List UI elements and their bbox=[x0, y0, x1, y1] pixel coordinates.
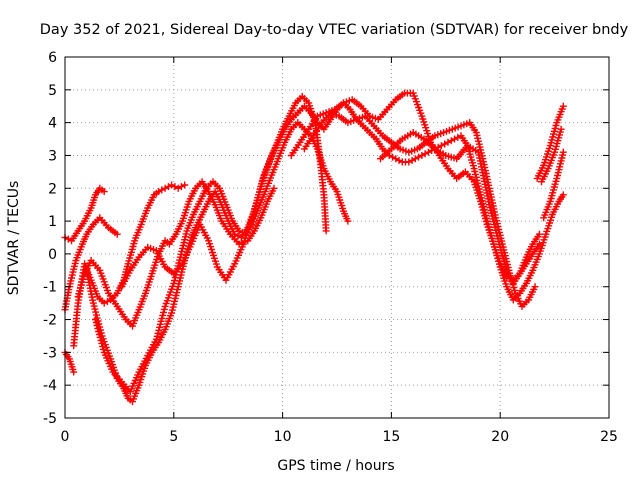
x-tick-label: 20 bbox=[491, 429, 509, 445]
data-series bbox=[533, 102, 567, 182]
plot-area bbox=[61, 89, 567, 406]
x-tick-label: 0 bbox=[61, 429, 70, 445]
y-tick-label: 3 bbox=[48, 148, 57, 164]
x-axis-label: GPS time / hours bbox=[277, 458, 394, 474]
y-tick-label: 4 bbox=[48, 116, 57, 132]
y-tick-label: -4 bbox=[43, 378, 57, 394]
data-series bbox=[540, 148, 567, 222]
plus-markers bbox=[538, 125, 565, 186]
y-tick-label: -5 bbox=[43, 411, 57, 427]
y-tick-label: 5 bbox=[48, 83, 57, 99]
data-series bbox=[377, 129, 543, 287]
x-tick-label: 10 bbox=[274, 429, 292, 445]
y-tick-label: -3 bbox=[43, 345, 57, 361]
plus-markers bbox=[377, 129, 543, 287]
plus-markers bbox=[540, 148, 567, 222]
data-series bbox=[300, 109, 539, 310]
y-tick-label: -1 bbox=[43, 280, 57, 296]
data-series bbox=[287, 89, 567, 304]
y-tick-label: 0 bbox=[48, 247, 57, 263]
y-tick-label: 6 bbox=[48, 50, 57, 66]
x-tick-label: 25 bbox=[600, 429, 618, 445]
y-tick-label: 1 bbox=[48, 214, 57, 230]
x-tick-label: 15 bbox=[382, 429, 400, 445]
plot-border bbox=[64, 56, 610, 419]
chart-title: Day 352 of 2021, Sidereal Day-to-day VTE… bbox=[40, 22, 629, 38]
data-series bbox=[538, 125, 565, 186]
y-tick-label: -2 bbox=[43, 313, 57, 329]
plus-markers bbox=[533, 102, 567, 182]
x-tick-label: 5 bbox=[169, 429, 178, 445]
data-series bbox=[61, 184, 108, 245]
plus-markers bbox=[287, 89, 567, 304]
y-axis-label: SDTVAR / TECUs bbox=[6, 181, 22, 296]
axis-ticks: 0 5 10 15 20 25 -5 -4 -3 -2 -1 0 1 2 3 4 5 6 bbox=[43, 50, 618, 445]
plus-markers bbox=[92, 119, 352, 396]
y-tick-label: 2 bbox=[48, 181, 57, 197]
